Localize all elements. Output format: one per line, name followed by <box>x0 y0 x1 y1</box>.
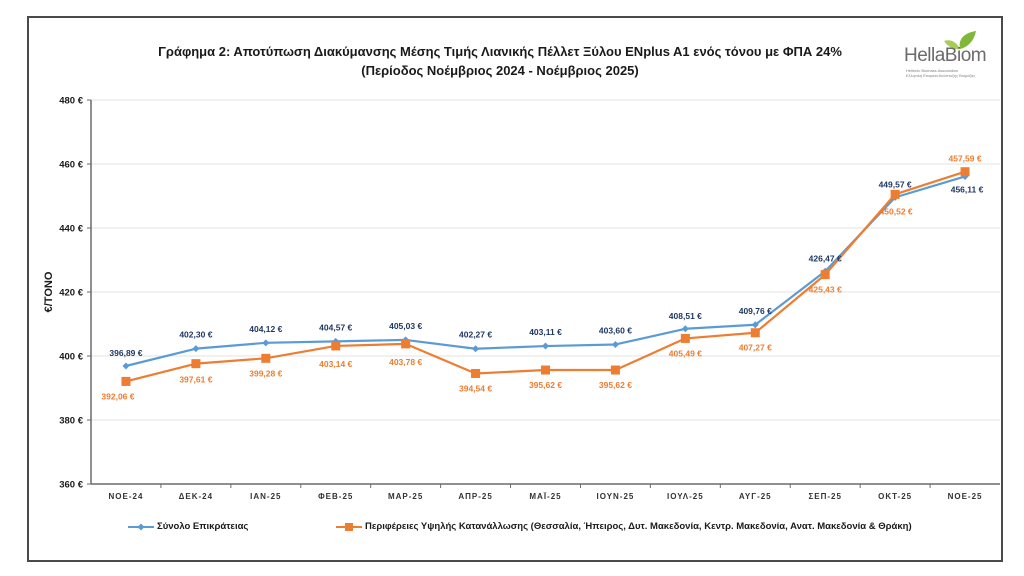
y-tick-labels: 360 € 380 € 400 € 420 € 440 € 460 € 480 € <box>59 96 83 491</box>
data-label: 405,03 € <box>389 321 422 331</box>
data-label: 395,62 € <box>529 380 562 390</box>
data-point-diamond <box>751 321 759 329</box>
data-point-diamond <box>262 339 270 347</box>
y-tick-label: 400 € <box>59 352 83 363</box>
data-point-square <box>191 359 201 369</box>
data-point-diamond <box>472 345 480 353</box>
data-label: 407,27 € <box>739 343 772 353</box>
x-tick-label: ΦΕΒ-25 <box>318 492 353 501</box>
data-label: 408,51 € <box>669 311 702 321</box>
y-tick-label: 420 € <box>59 288 83 299</box>
x-tick-label: ΙΟΥΝ-25 <box>596 492 634 501</box>
data-label: 409,76 € <box>739 306 772 316</box>
data-point-square <box>121 376 131 386</box>
legend-marker-diamond-icon <box>128 522 154 532</box>
data-labels: 396,89 € 402,30 € 404,12 € 404,57 € 405,03 €… <box>101 154 983 402</box>
legend-label-total: Σύνολο Επικράτειας <box>157 521 249 532</box>
y-tick-label: 460 € <box>59 160 83 171</box>
y-tick-label: 440 € <box>59 224 83 235</box>
data-label: 394,54 € <box>459 383 492 393</box>
chart-title-block: Γράφημα 2: Αποτύπωση Διακύμανσης Μέσης Τ… <box>90 42 910 80</box>
data-label: 449,57 € <box>879 179 912 189</box>
data-label: 403,14 € <box>319 359 352 369</box>
gridlines <box>91 99 1000 421</box>
legend-item-total: Σύνολο Επικράτειας <box>128 521 248 532</box>
data-label: 456,11 € <box>951 184 984 194</box>
data-point-diamond <box>611 340 619 348</box>
data-label: 425,43 € <box>809 285 842 295</box>
y-tick-label: 360 € <box>59 480 83 491</box>
data-point-diamond <box>542 342 549 350</box>
data-point-square <box>680 333 690 343</box>
data-label: 404,12 € <box>249 324 282 334</box>
chart-subtitle: (Περίοδος Νοέμβριος 2024 - Νοέμβριος 202… <box>361 63 639 78</box>
x-tick-label: ΟΚΤ-25 <box>878 492 912 501</box>
data-point-square <box>960 167 970 177</box>
x-tick-label: ΔΕΚ-24 <box>179 492 213 501</box>
x-tick-label: ΜΑΪ-25 <box>529 492 561 501</box>
data-label: 392,06 € <box>101 391 134 401</box>
logo-subtitle-gr: Ελληνική Εταιρεία Ανάπτυξης Βιομάζας <box>906 73 976 78</box>
x-tick-label: ΝΟΕ-24 <box>109 492 144 501</box>
y-axis-label: €/ΤΟΝΟ <box>43 271 55 312</box>
data-label: 457,59 € <box>948 154 981 164</box>
chart-title: Γράφημα 2: Αποτύπωση Διακύμανσης Μέσης Τ… <box>158 44 842 59</box>
legend-marker-square-icon <box>336 522 362 532</box>
chart-frame <box>27 16 1003 562</box>
data-point-square <box>331 341 341 351</box>
legend-item-high-consumption: Περιφέρειες Υψηλής Κατανάλλωσης (Θεσσαλί… <box>336 521 912 532</box>
x-tick-label: ΙΟΥΛ-25 <box>667 492 704 501</box>
x-tick-label: ΙΑΝ-25 <box>250 492 281 501</box>
hellabiom-logo: HellaBiom Hellenic Biomass Association Ε… <box>898 27 998 83</box>
data-label: 404,57 € <box>319 322 352 332</box>
data-point-diamond <box>192 345 200 353</box>
logo-name: HellaBiom <box>904 45 987 66</box>
legend-label-high-consumption: Περιφέρειες Υψηλής Κατανάλλωσης (Θεσσαλί… <box>365 521 912 532</box>
data-label: 402,30 € <box>179 330 212 340</box>
data-label: 405,49 € <box>669 348 702 358</box>
data-point-square <box>401 339 411 349</box>
data-point-square <box>890 189 900 199</box>
data-label: 403,60 € <box>599 325 632 335</box>
data-label: 426,47 € <box>809 253 842 263</box>
series-line-0 <box>125 175 966 368</box>
data-label: 403,78 € <box>389 357 422 367</box>
series-group <box>121 167 970 386</box>
data-point-square <box>471 368 481 378</box>
x-tick-label: ΑΠΡ-25 <box>458 492 492 501</box>
data-point-square <box>610 365 620 375</box>
data-point-square <box>820 270 830 280</box>
data-label: 450,52 € <box>880 206 913 216</box>
y-tick-label: 480 € <box>59 96 83 107</box>
data-point-diamond <box>122 362 130 370</box>
logo-subtitle-en: Hellenic Biomass Association <box>906 68 959 73</box>
series-line-1 <box>125 170 966 383</box>
data-label: 399,28 € <box>249 368 282 378</box>
data-label: 396,89 € <box>109 348 142 358</box>
data-point-square <box>541 365 550 375</box>
y-tick-label: 380 € <box>59 416 83 427</box>
x-tick-label: ΝΟΕ-25 <box>948 492 983 501</box>
leaf-icon <box>944 31 976 50</box>
x-tick-labels: ΝΟΕ-24 ΔΕΚ-24 ΙΑΝ-25 ΦΕΒ-25 ΜΑΡ-25 ΑΠΡ-25 ΜΑΪ-… <box>109 492 983 501</box>
x-tick-label: ΣΕΠ-25 <box>808 492 841 501</box>
data-point-diamond <box>681 325 689 333</box>
axes <box>87 99 1000 488</box>
data-point-square <box>261 353 271 363</box>
x-tick-label: ΜΑΡ-25 <box>388 492 423 501</box>
data-label: 403,11 € <box>529 327 562 337</box>
x-tick-label: ΑΥΓ-25 <box>739 492 772 501</box>
data-label: 397,61 € <box>179 375 212 385</box>
data-point-square <box>750 328 760 338</box>
data-label: 402,27 € <box>459 330 492 340</box>
data-label: 395,62 € <box>599 380 632 390</box>
